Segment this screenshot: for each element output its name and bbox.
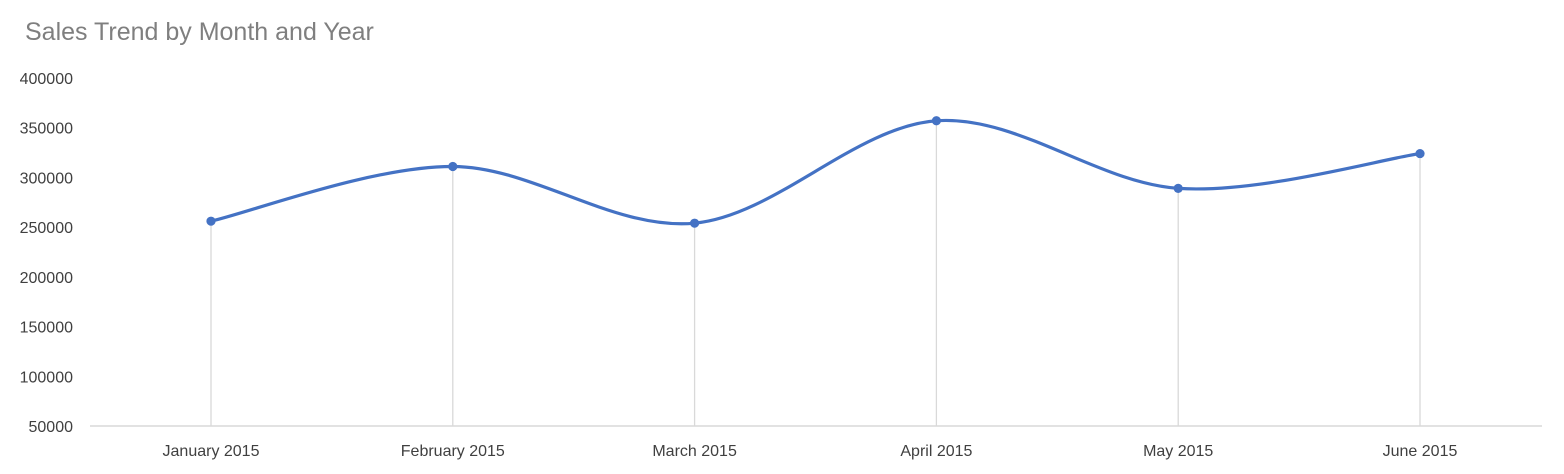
y-tick-label: 50000 — [29, 419, 74, 436]
y-tick-label: 350000 — [20, 121, 73, 138]
x-tick-label: February 2015 — [401, 443, 505, 460]
y-tick-label: 300000 — [20, 170, 73, 187]
data-point — [448, 161, 458, 172]
y-tick-label: 150000 — [20, 320, 73, 337]
x-tick-label: January 2015 — [163, 443, 260, 460]
x-tick-label: May 2015 — [1143, 443, 1213, 460]
x-tick-label: April 2015 — [900, 443, 972, 460]
y-tick-label: 100000 — [20, 369, 73, 386]
drop-lines — [210, 120, 1421, 426]
data-point — [690, 218, 700, 228]
y-axis-tick-labels: 50000 100000 150000 200000 250000 300000 35000… — [20, 71, 73, 436]
series-line — [209, 118, 1422, 226]
y-tick-label: 200000 — [20, 270, 73, 287]
y-tick-label: 250000 — [20, 220, 73, 237]
x-tick-label: June 2015 — [1383, 443, 1458, 460]
x-tick-label: March 2015 — [652, 443, 737, 460]
data-point — [931, 116, 942, 126]
y-tick-label: 400000 — [20, 71, 73, 88]
chart-title: Sales Trend by Month and Year — [25, 18, 374, 46]
data-point — [1173, 183, 1183, 193]
data-point — [1415, 148, 1425, 159]
series-markers — [206, 116, 1425, 228]
x-axis-tick-labels: January 2015 February 2015 March 2015 April… — [163, 443, 1458, 460]
data-point — [206, 216, 216, 226]
